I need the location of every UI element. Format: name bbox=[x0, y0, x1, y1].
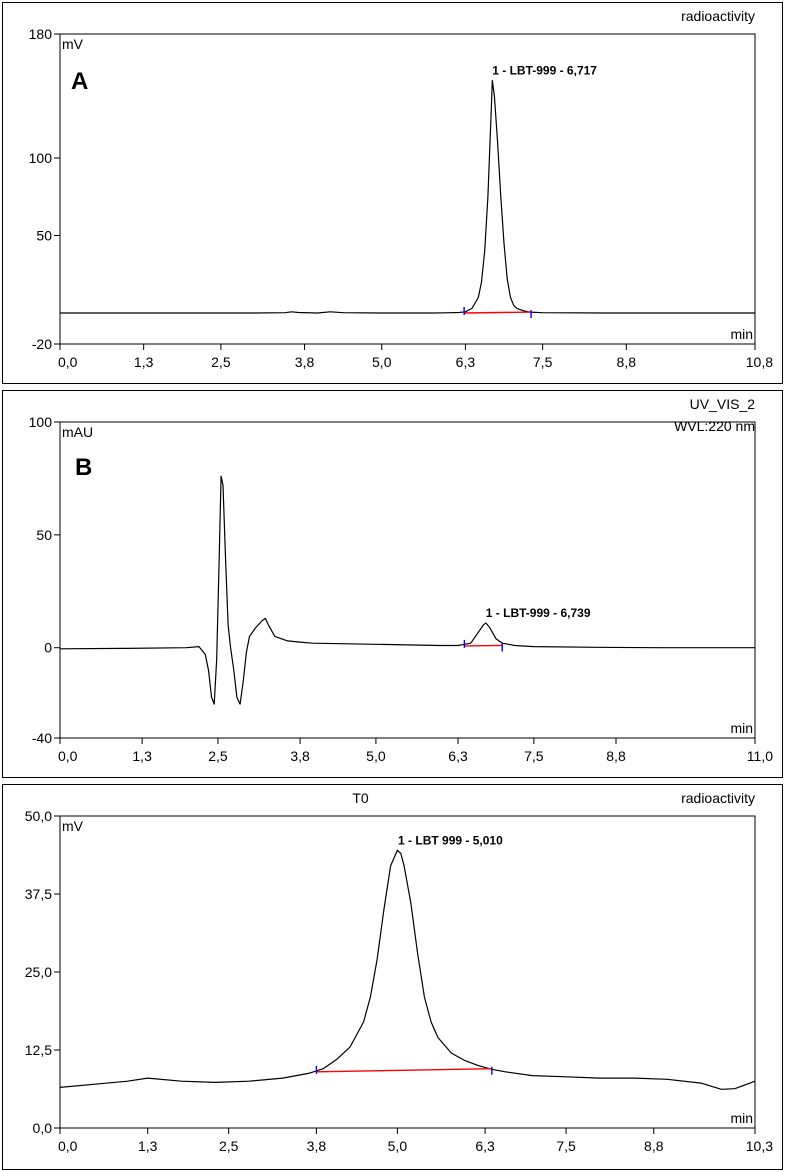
chart3-x-unit: min bbox=[730, 1110, 753, 1126]
chart-a-svg: -20 50 100 180 0,0 1,3 2,5 3,8 5,0 6,3 7,5 8,8 10,8 m… bbox=[29, 8, 774, 370]
chart1-x-tick-label: 1,3 bbox=[134, 354, 154, 370]
chart1-x-tick-label: 3,8 bbox=[295, 354, 315, 370]
chart2-y-tick-label: 100 bbox=[29, 414, 53, 430]
chart1-y-tick-label: -20 bbox=[32, 336, 52, 352]
chart3-x-tick-label: 3,8 bbox=[307, 1138, 327, 1154]
chart3-peak-label: 1 - LBT 999 - 5,010 bbox=[398, 833, 503, 847]
chart2-peak-label: 1 - LBT-999 - 6,739 bbox=[486, 606, 591, 620]
chart1-y-unit: mV bbox=[62, 36, 84, 52]
chart3-integration-baseline bbox=[316, 1068, 492, 1073]
chart-panel-a: -20 50 100 180 0,0 1,3 2,5 3,8 5,0 6,3 7,5 8,8 10,8 m… bbox=[2, 2, 783, 384]
chart-b-svg: -40 0 50 100 0,0 1,3 2,5 3,8 5,0 6,3 7,5 8,8 11,0 mAU… bbox=[29, 396, 774, 764]
chart3-trace-line bbox=[59, 849, 756, 1090]
chart1-peak-label: 1 - LBT-999 - 6,717 bbox=[492, 64, 597, 78]
chart3-x-tick-label: 8,8 bbox=[644, 1138, 664, 1154]
chart1-plot-frame bbox=[59, 33, 756, 345]
chart1-x-tick-label: 5,0 bbox=[372, 354, 392, 370]
chart2-trace-line bbox=[59, 475, 755, 705]
chart1-channel-label: radioactivity bbox=[681, 8, 755, 24]
chart2-x-tick-label: 8,8 bbox=[606, 748, 626, 764]
chart3-y-tick-label: 25,0 bbox=[25, 964, 52, 980]
chart3-y-tick-label: 37,5 bbox=[25, 886, 52, 902]
chart2-x-tick-label: 0,0 bbox=[58, 748, 78, 764]
chart-c-svg: 0,0 12,5 25,0 37,5 50,0 0,0 1,3 2,5 3,8 5,0 6,3 7,5… bbox=[25, 790, 773, 1154]
chart3-x-tick-label: 10,3 bbox=[746, 1138, 773, 1154]
chart2-x-tick-label: 1,3 bbox=[132, 748, 152, 764]
chart3-plot-frame bbox=[59, 815, 756, 1129]
chart3-x-tick-label: 1,3 bbox=[138, 1138, 158, 1154]
chart2-x-tick-label: 2,5 bbox=[208, 748, 228, 764]
chart3-y-tick-label: 50,0 bbox=[25, 808, 52, 824]
chart2-channel-label: WVL:220 nm bbox=[674, 418, 755, 434]
chart1-y-tick-label: 50 bbox=[36, 228, 52, 244]
chart1-trace-line bbox=[60, 79, 755, 314]
chart2-x-unit: min bbox=[730, 720, 753, 736]
chart1-integration-baseline bbox=[464, 311, 532, 314]
chart3-channel-label: radioactivity bbox=[681, 790, 755, 806]
chart2-x-tick-label: 5,0 bbox=[366, 748, 386, 764]
chart2-x-tick-label: 7,5 bbox=[524, 748, 544, 764]
chart1-x-tick-label: 0,0 bbox=[58, 354, 78, 370]
chart2-y-tick-label: -40 bbox=[32, 730, 52, 746]
chart1-x-tick-label: 8,8 bbox=[617, 354, 637, 370]
chart1-panel-letter: A bbox=[71, 68, 88, 95]
chart3-x-tick-label: 6,3 bbox=[475, 1138, 495, 1154]
chart1-x-tick-label: 2,5 bbox=[211, 354, 231, 370]
chart3-title: T0 bbox=[352, 790, 369, 806]
chart2-x-tick-label: 3,8 bbox=[290, 748, 310, 764]
chart-panel-b: -40 0 50 100 0,0 1,3 2,5 3,8 5,0 6,3 7,5 8,8 11,0 mAU… bbox=[2, 390, 783, 778]
chart2-panel-letter: B bbox=[75, 454, 92, 481]
chart3-x-tick-label: 5,0 bbox=[388, 1138, 408, 1154]
chart2-y-unit: mAU bbox=[62, 424, 93, 440]
chart3-x-tick-label: 7,5 bbox=[556, 1138, 576, 1154]
chart3-x-tick-label: 0,0 bbox=[58, 1138, 78, 1154]
chart1-y-tick-label: 180 bbox=[29, 26, 53, 42]
chart3-y-tick-label: 0,0 bbox=[33, 1120, 53, 1136]
chart1-x-unit: min bbox=[730, 326, 753, 342]
chart2-x-tick-label: 6,3 bbox=[448, 748, 468, 764]
chart1-y-tick-label: 100 bbox=[29, 150, 53, 166]
chart2-y-tick-label: 50 bbox=[36, 527, 52, 543]
chart2-x-tick-label: 11,0 bbox=[747, 748, 773, 764]
chart3-y-tick-label: 12,5 bbox=[25, 1042, 52, 1058]
chart1-x-tick-label: 10,8 bbox=[746, 354, 773, 370]
chart3-y-unit: mV bbox=[62, 818, 84, 834]
chart2-channel-label: UV_VIS_2 bbox=[690, 396, 756, 412]
chart1-x-tick-label: 6,3 bbox=[456, 354, 476, 370]
chart1-x-tick-label: 7,5 bbox=[533, 354, 553, 370]
chart3-x-tick-label: 2,5 bbox=[219, 1138, 239, 1154]
chart2-plot-frame bbox=[59, 421, 756, 739]
chart2-y-tick-label: 0 bbox=[44, 640, 52, 656]
chart-panel-c: 0,0 12,5 25,0 37,5 50,0 0,0 1,3 2,5 3,8 5,0 6,3 7,5… bbox=[2, 784, 783, 1170]
